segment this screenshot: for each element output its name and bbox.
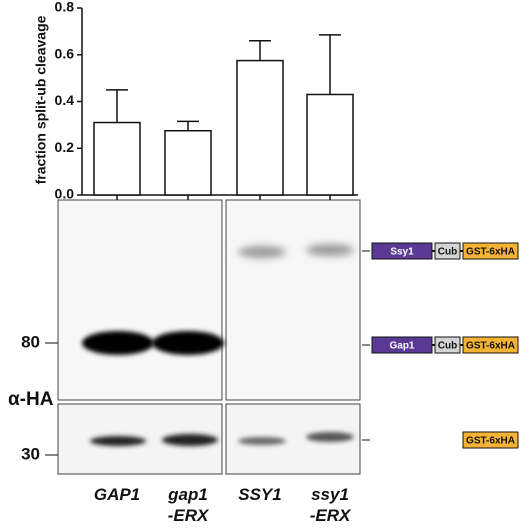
blot-panels — [45, 199, 370, 475]
y-tick-label: 0.0 — [55, 186, 75, 202]
construct-label: Ssy1 — [390, 247, 414, 258]
construct-label: GST-6xHA — [466, 436, 515, 447]
y-tick-label: 0.6 — [55, 45, 75, 61]
construct-domain — [462, 336, 519, 354]
construct-label: GST-6xHA — [466, 247, 515, 258]
y-tick-label: 0.4 — [55, 92, 75, 108]
antibody-label: α-HA — [8, 389, 54, 410]
bar — [236, 59, 284, 196]
bar — [164, 129, 212, 196]
construct-label: Gap1 — [389, 341, 414, 352]
bar — [306, 93, 354, 196]
y-tick-label: 0.8 — [55, 0, 75, 15]
x-tick-label: SSY1 — [238, 485, 281, 504]
construct-domain — [462, 242, 519, 260]
x-tick-label: gap1 -ERX — [167, 485, 210, 525]
marker-label: 80 — [21, 332, 40, 351]
marker-label: 30 — [21, 444, 40, 463]
construct-domain — [462, 431, 519, 449]
y-tick-label: 0.2 — [55, 139, 75, 155]
x-tick-label: GAP1 — [94, 485, 140, 504]
construct-label: GST-6xHA — [466, 341, 515, 352]
bar — [93, 121, 141, 196]
x-tick-label: ssy1 -ERX — [310, 485, 352, 525]
y-axis-label: fraction split-ub cleavage — [33, 15, 49, 184]
construct-label: Cub — [438, 341, 457, 352]
construct-label: Cub — [438, 247, 457, 258]
